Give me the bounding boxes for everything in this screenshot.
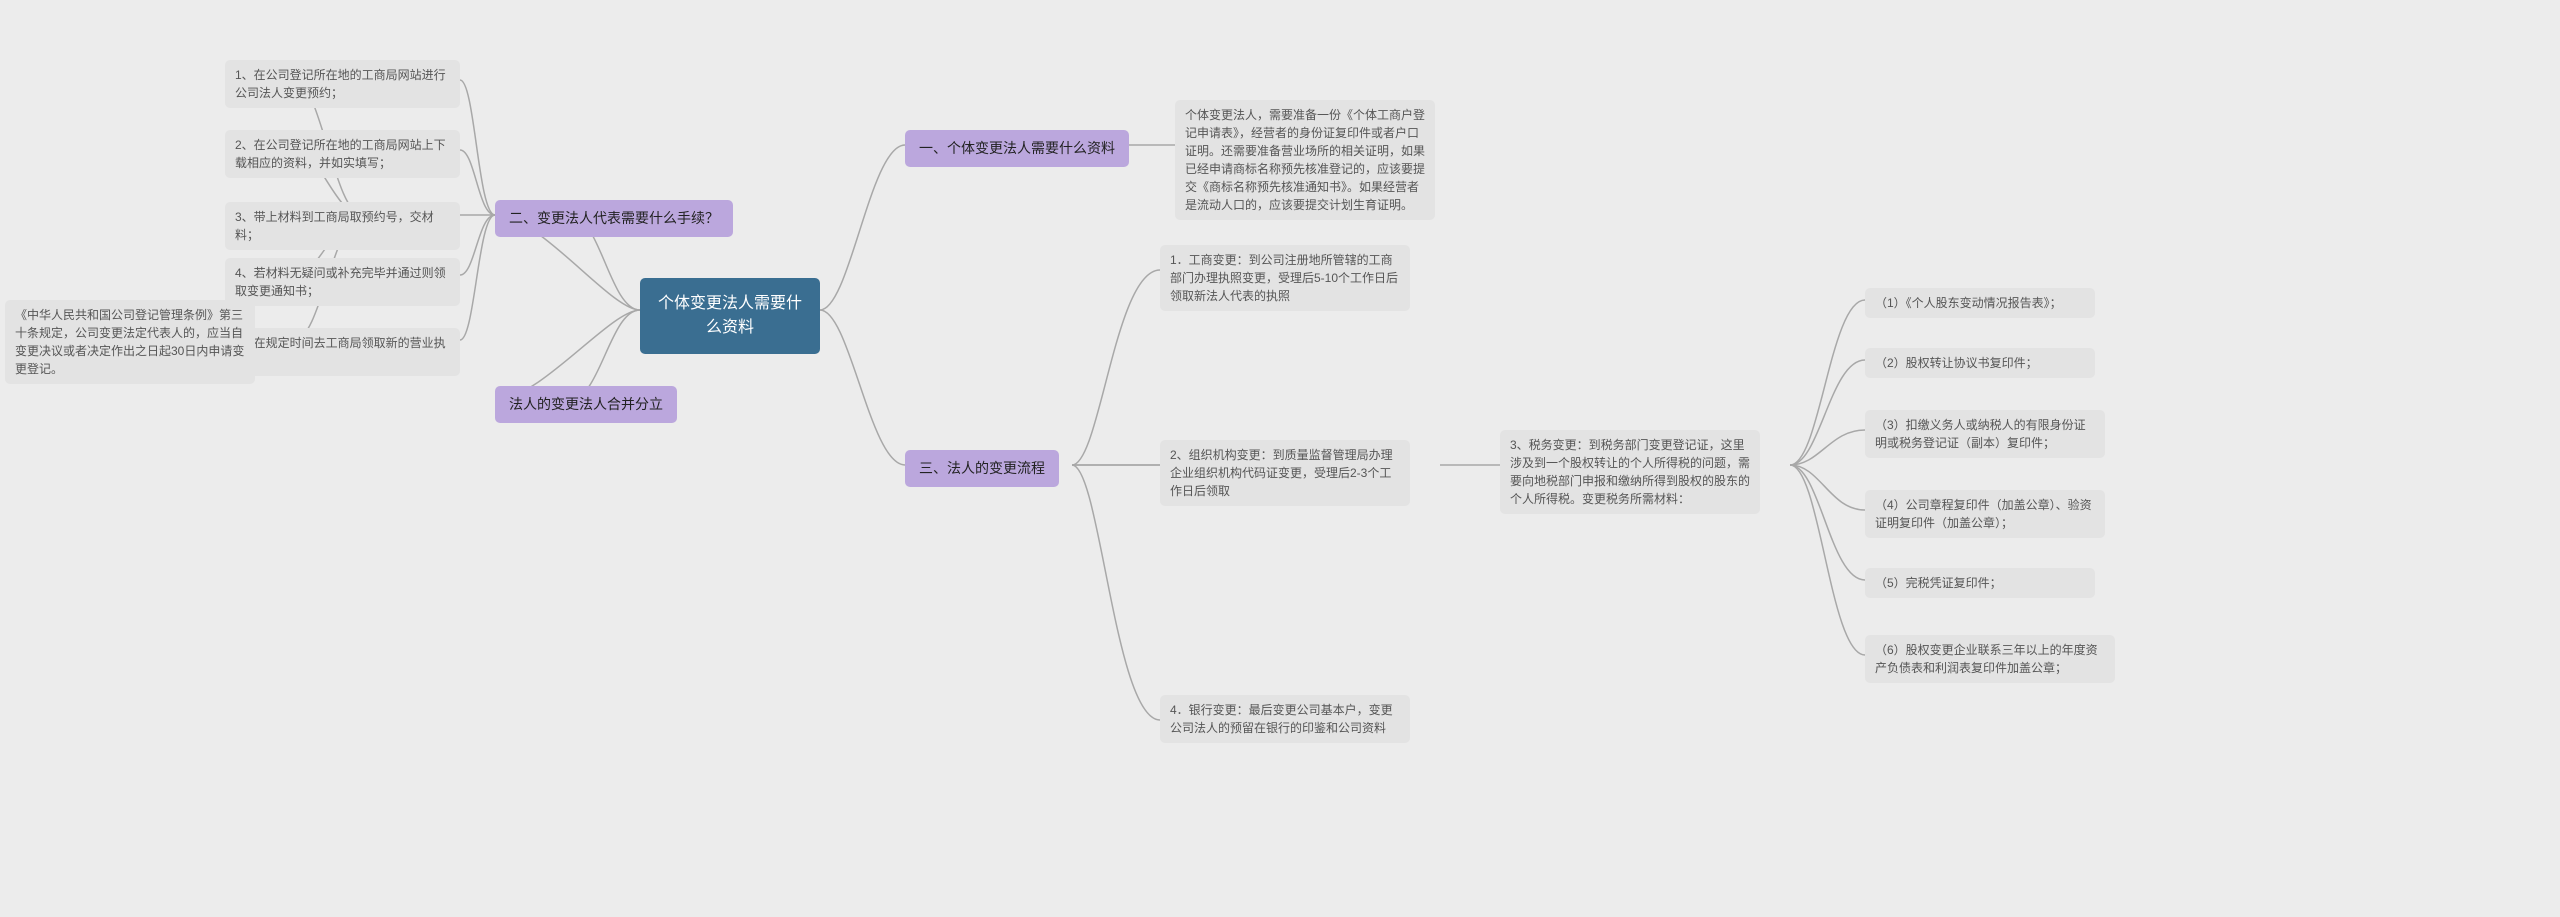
branch-3-label-text: 三、法人的变更流程 — [919, 460, 1045, 476]
branch-2-label: 二、变更法人代表需要什么手续？ — [495, 200, 733, 237]
tax-sub-5: （5）完税凭证复印件； — [1865, 568, 2095, 598]
tax-sub-4: （4）公司章程复印件（加盖公章）、验资证明复印件（加盖公章）； — [1865, 490, 2105, 538]
tax-sub-4-text: （4）公司章程复印件（加盖公章）、验资证明复印件（加盖公章）； — [1875, 498, 2092, 530]
tax-sub-1: （1）《个人股东变动情况报告表》； — [1865, 288, 2095, 318]
branch-3-tax: 3、税务变更：到税务部门变更登记证，这里涉及到一个股权转让的个人所得税的问题，需… — [1500, 430, 1760, 514]
branch-3-item-1-text: 1．工商变更：到公司注册地所管辖的工商部门办理执照变更，受理后5-10个工作日后… — [1170, 253, 1398, 303]
branch-3-tax-text: 3、税务变更：到税务部门变更登记证，这里涉及到一个股权转让的个人所得税的问题，需… — [1510, 438, 1750, 506]
branch-2-item-4: 4、若材料无疑问或补充完毕并通过则领取变更通知书； — [225, 258, 460, 306]
root-node: 个体变更法人需要什么资料 — [640, 278, 820, 354]
branch-2-item-1: 1、在公司登记所在地的工商局网站进行公司法人变更预约； — [225, 60, 460, 108]
branch-2-item-3: 3、带上材料到工商局取预约号，交材料； — [225, 202, 460, 250]
branch-1-label-text: 一、个体变更法人需要什么资料 — [919, 140, 1115, 156]
root-text: 个体变更法人需要什么资料 — [658, 295, 802, 336]
branch-4-label-text: 法人的变更法人合并分立 — [509, 396, 663, 412]
tax-sub-6-text: （6）股权变更企业联系三年以上的年度资产负债表和利润表复印件加盖公章； — [1875, 643, 2098, 675]
tax-sub-3: （3）扣缴义务人或纳税人的有限身份证明或税务登记证（副本）复印件； — [1865, 410, 2105, 458]
tax-sub-2-text: （2）股权转让协议书复印件； — [1875, 356, 2038, 370]
tax-sub-3-text: （3）扣缴义务人或纳税人的有限身份证明或税务登记证（副本）复印件； — [1875, 418, 2086, 450]
branch-3-item-4: 4．银行变更：最后变更公司基本户，变更公司法人的预留在银行的印鉴和公司资料 — [1160, 695, 1410, 743]
branch-3-label: 三、法人的变更流程 — [905, 450, 1059, 487]
branch-2-note-text: 《中华人民共和国公司登记管理条例》第三十条规定，公司变更法定代表人的，应当自变更… — [15, 308, 244, 376]
tax-sub-5-text: （5）完税凭证复印件； — [1875, 576, 2002, 590]
tax-sub-6: （6）股权变更企业联系三年以上的年度资产负债表和利润表复印件加盖公章； — [1865, 635, 2115, 683]
branch-3-item-2: 2、组织机构变更：到质量监督管理局办理企业组织机构代码证变更，受理后2-3个工作… — [1160, 440, 1410, 506]
branch-3-item-1: 1．工商变更：到公司注册地所管辖的工商部门办理执照变更，受理后5-10个工作日后… — [1160, 245, 1410, 311]
tax-sub-2: （2）股权转让协议书复印件； — [1865, 348, 2095, 378]
branch-2-item-4-text: 4、若材料无疑问或补充完毕并通过则领取变更通知书； — [235, 266, 446, 298]
branch-2-item-5-text: 5、在规定时间去工商局领取新的营业执照。 — [235, 336, 446, 368]
branch-4-label: 法人的变更法人合并分立 — [495, 386, 677, 423]
branch-2-item-3-text: 3、带上材料到工商局取预约号，交材料； — [235, 210, 434, 242]
branch-3-item-4-text: 4．银行变更：最后变更公司基本户，变更公司法人的预留在银行的印鉴和公司资料 — [1170, 703, 1393, 735]
branch-1-detail-text: 个体变更法人，需要准备一份《个体工商户登记申请表》，经营者的身份证复印件或者户口… — [1185, 108, 1425, 212]
branch-2-item-5: 5、在规定时间去工商局领取新的营业执照。 — [225, 328, 460, 376]
branch-2-item-1-text: 1、在公司登记所在地的工商局网站进行公司法人变更预约； — [235, 68, 446, 100]
branch-2-label-text: 二、变更法人代表需要什么手续？ — [509, 210, 719, 226]
branch-2-item-2-text: 2、在公司登记所在地的工商局网站上下载相应的资料，并如实填写； — [235, 138, 446, 170]
branch-3-item-2-text: 2、组织机构变更：到质量监督管理局办理企业组织机构代码证变更，受理后2-3个工作… — [1170, 448, 1393, 498]
tax-sub-1-text: （1）《个人股东变动情况报告表》； — [1875, 296, 2062, 310]
branch-1-detail: 个体变更法人，需要准备一份《个体工商户登记申请表》，经营者的身份证复印件或者户口… — [1175, 100, 1435, 220]
branch-2-item-2: 2、在公司登记所在地的工商局网站上下载相应的资料，并如实填写； — [225, 130, 460, 178]
branch-2-note: 《中华人民共和国公司登记管理条例》第三十条规定，公司变更法定代表人的，应当自变更… — [5, 300, 255, 384]
branch-1-label: 一、个体变更法人需要什么资料 — [905, 130, 1129, 167]
